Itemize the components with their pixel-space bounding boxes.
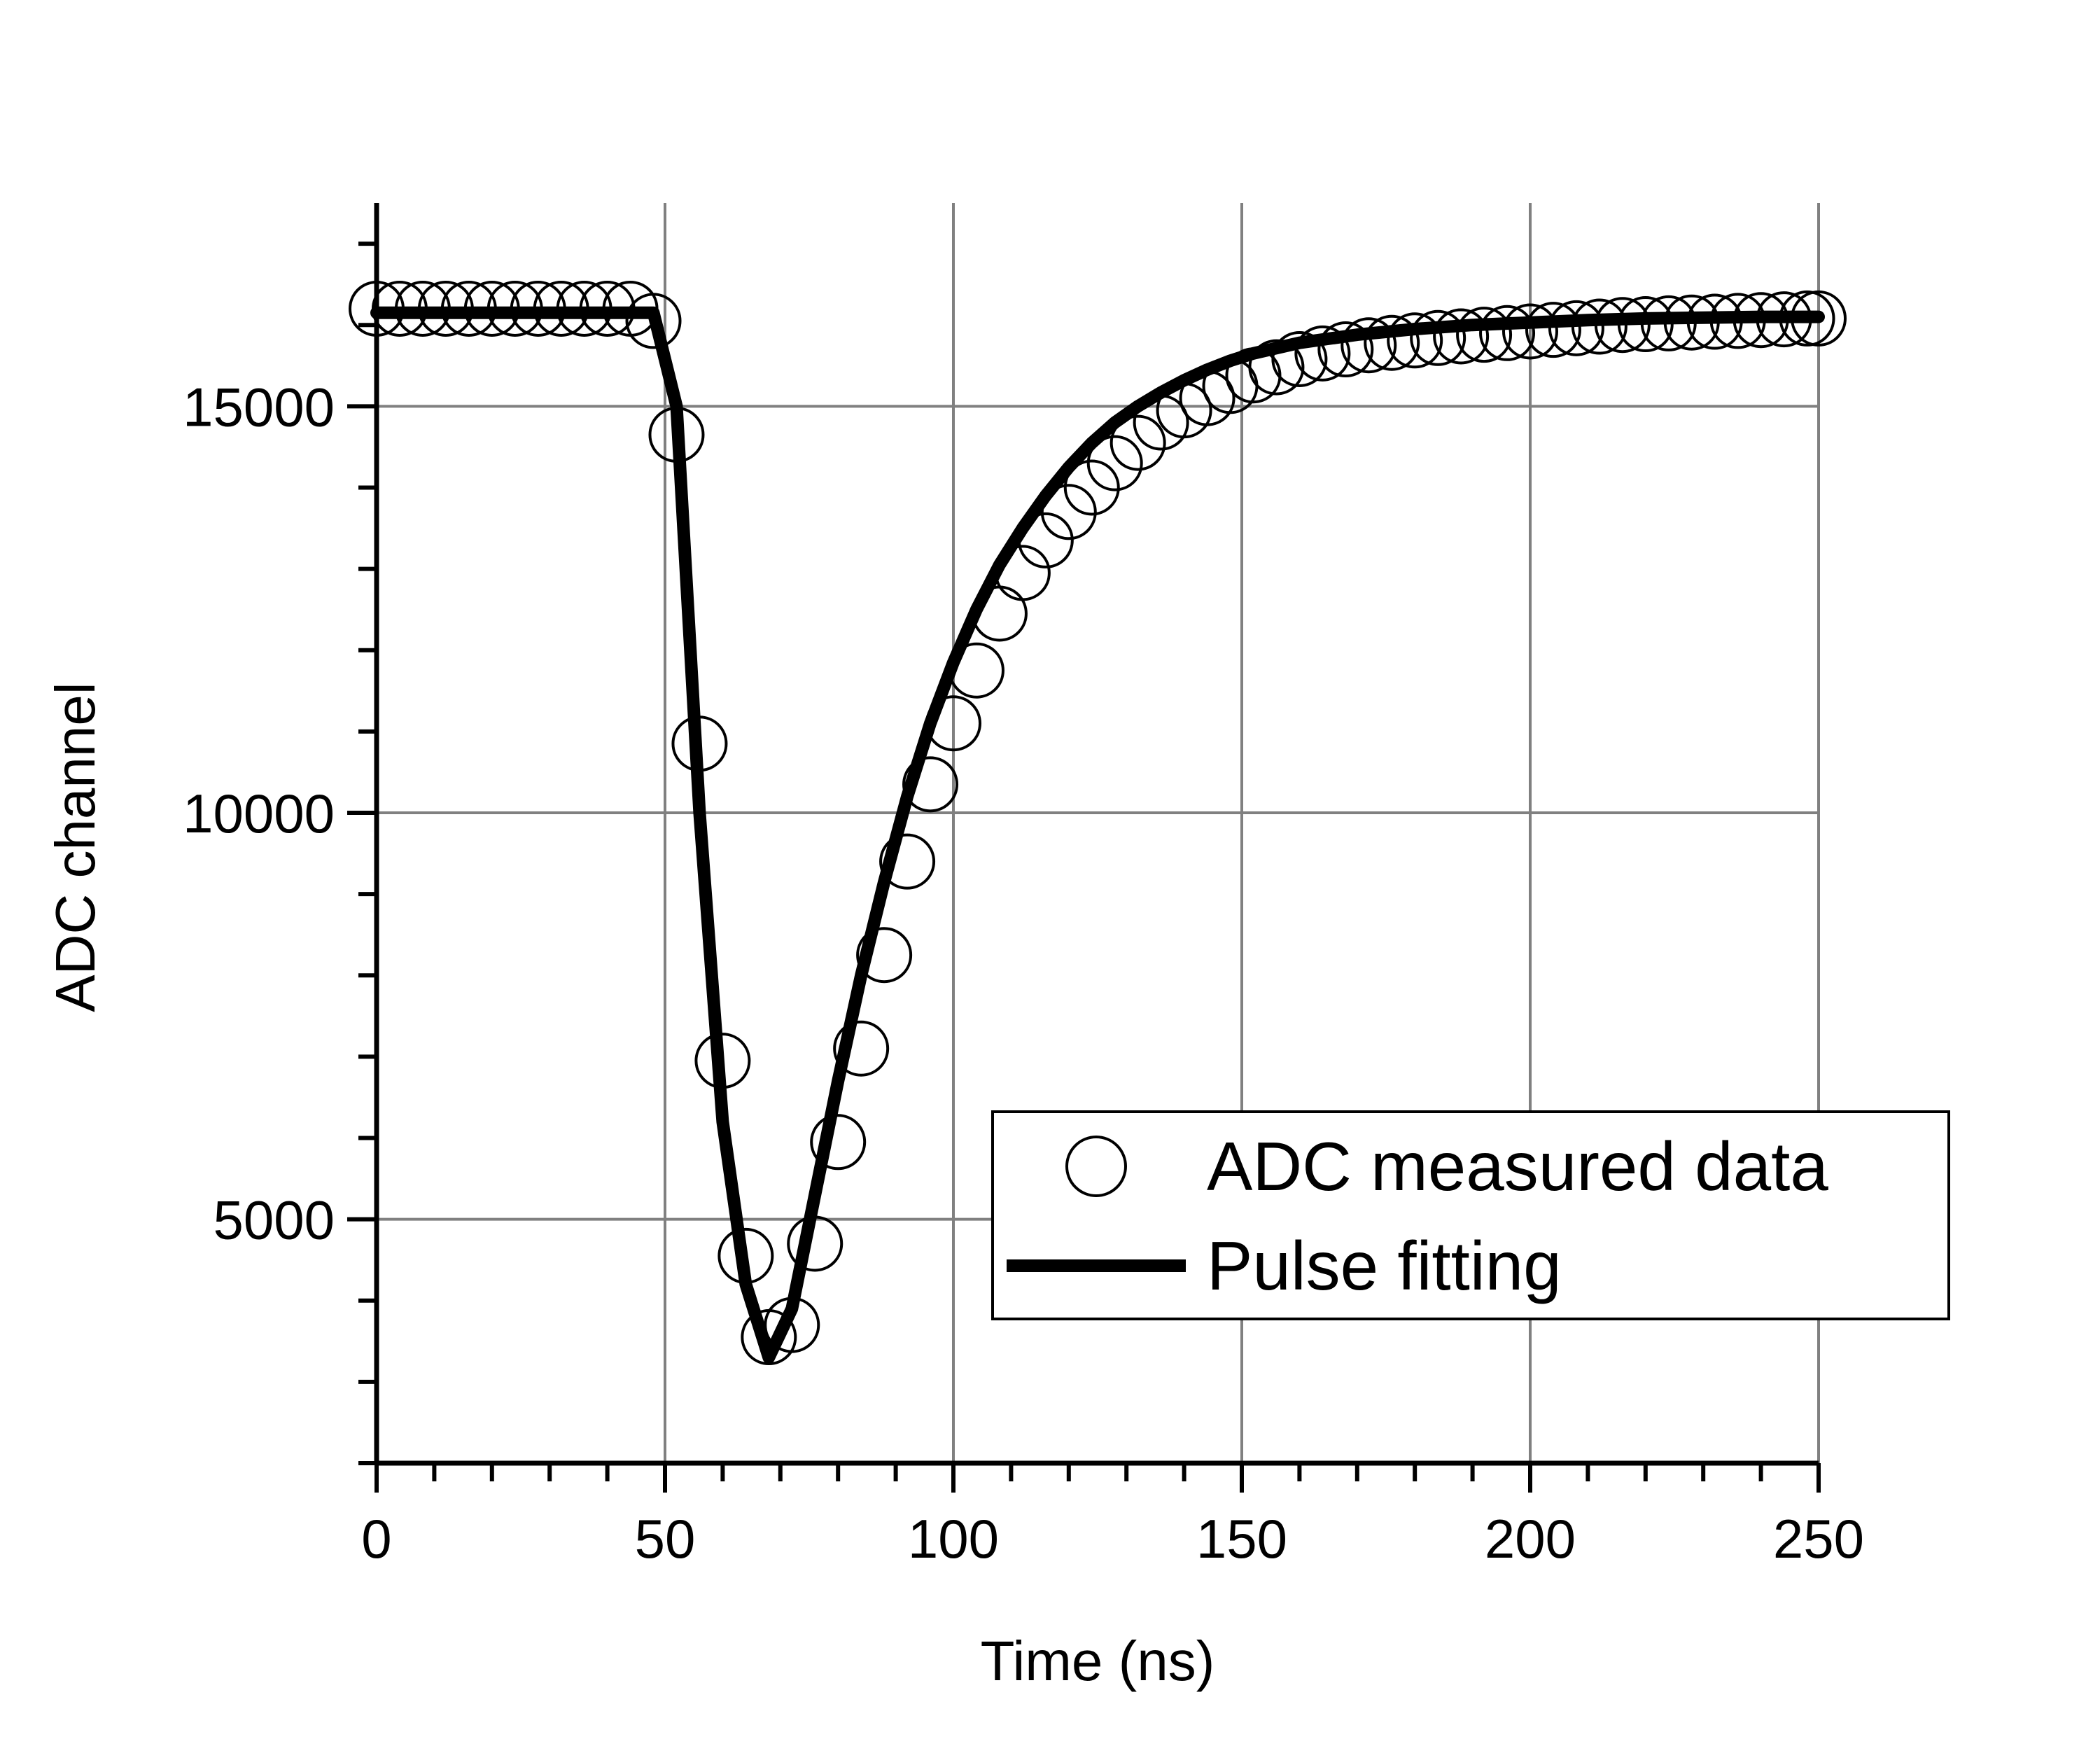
data-point — [1640, 295, 1697, 351]
data-point — [579, 280, 636, 337]
axes: 0 50 100 150 200 250 5000 10000 15000 Time (ns) AD… — [44, 203, 1864, 1692]
data-point — [902, 756, 959, 813]
data-point — [510, 280, 566, 337]
data-point — [1110, 414, 1166, 471]
data-point — [1594, 297, 1651, 354]
legend-label-measured: ADC measured data — [1207, 1128, 1828, 1205]
data-point — [371, 280, 428, 337]
data-point — [1571, 298, 1628, 355]
data-point — [1086, 435, 1143, 491]
data-point — [1791, 290, 1847, 347]
data-point — [1340, 317, 1397, 374]
data-point — [1479, 305, 1536, 361]
data-point — [810, 1114, 867, 1171]
legend-marker-icon — [1065, 1136, 1127, 1197]
data-point — [694, 1033, 751, 1089]
data-point — [394, 280, 451, 337]
data-point — [486, 280, 543, 337]
x-tick-label: 100 — [908, 1508, 999, 1570]
data-point — [1294, 325, 1351, 382]
data-point — [1017, 512, 1074, 568]
x-tick-label: 0 — [361, 1508, 391, 1570]
data-point — [856, 927, 913, 984]
data-point — [948, 642, 1004, 699]
data-point — [994, 545, 1051, 601]
data-point — [1525, 302, 1581, 358]
x-tick-label: 50 — [635, 1508, 696, 1570]
data-point — [1732, 292, 1789, 349]
data-point — [1548, 300, 1604, 356]
data-point — [1756, 291, 1812, 348]
data-point — [1456, 307, 1513, 363]
data-point — [1617, 296, 1674, 353]
legend-label-fitting: Pulse fitting — [1207, 1227, 1562, 1304]
x-tick-label: 250 — [1773, 1508, 1864, 1570]
data-point — [787, 1215, 844, 1272]
data-point — [718, 1227, 774, 1284]
data-point — [1663, 294, 1720, 351]
data-point — [648, 406, 705, 463]
y-tick-label: 10000 — [183, 783, 335, 844]
data-point — [925, 695, 981, 752]
data-point — [833, 1020, 890, 1077]
data-point — [764, 1297, 820, 1353]
data-point — [879, 833, 936, 890]
legend: ADC measured data Pulse fitting — [991, 1110, 1950, 1320]
data-point — [671, 715, 728, 772]
data-point — [1364, 314, 1420, 371]
data-point — [1271, 330, 1328, 387]
data-point — [349, 280, 405, 337]
data-point — [417, 280, 474, 337]
data-point — [1063, 459, 1120, 516]
x-tick-label: 150 — [1196, 1508, 1287, 1570]
y-tick-label: 15000 — [183, 376, 335, 438]
data-point — [463, 280, 520, 337]
data-point — [1040, 484, 1097, 540]
data-point — [1433, 308, 1490, 365]
data-point — [556, 280, 612, 337]
y-tick-label: 5000 — [213, 1189, 335, 1251]
data-point — [1317, 321, 1374, 378]
data-point — [625, 293, 682, 349]
data-point — [1686, 293, 1743, 350]
data-point — [1248, 339, 1305, 396]
data-point — [533, 280, 589, 337]
data-point — [1709, 293, 1766, 349]
x-axis-title: Time (ns) — [981, 1630, 1215, 1692]
data-point — [1410, 309, 1466, 366]
data-point — [440, 280, 497, 337]
data-point — [1387, 312, 1443, 369]
y-axis-title: ADC channel — [44, 682, 106, 1012]
data-point — [1502, 303, 1558, 360]
data-marker-layer — [349, 280, 1847, 1365]
x-tick-label: 200 — [1485, 1508, 1576, 1570]
legend-box — [991, 1110, 1950, 1320]
data-point — [1779, 290, 1835, 347]
